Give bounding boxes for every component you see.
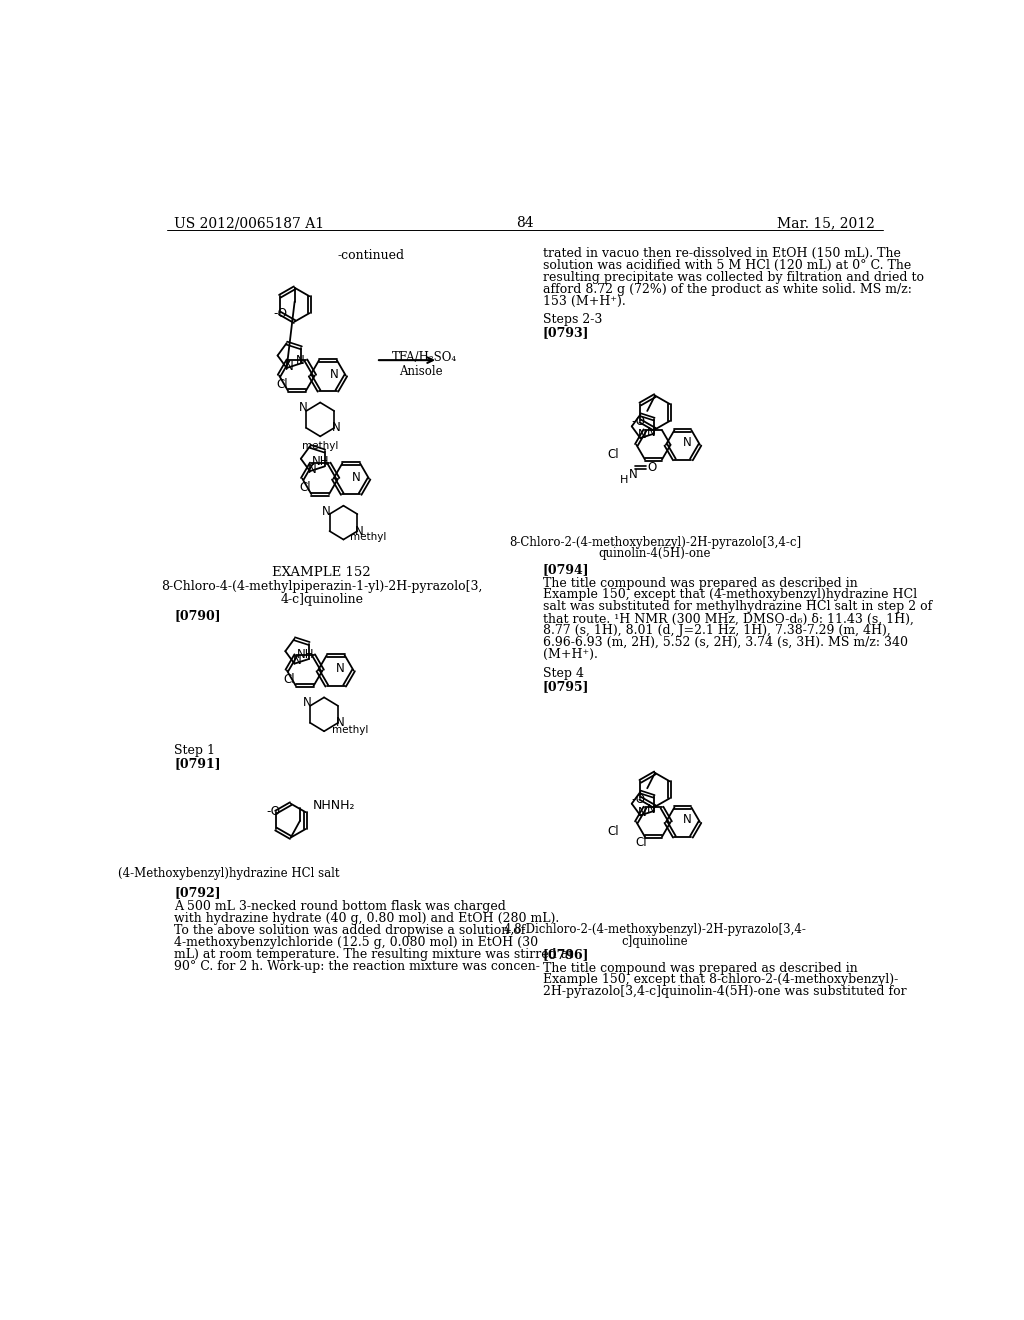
- Text: Step 4: Step 4: [543, 667, 584, 680]
- Text: methyl: methyl: [302, 441, 338, 450]
- Text: [0790]: [0790]: [174, 609, 221, 622]
- Text: N: N: [303, 696, 311, 709]
- Text: -O: -O: [631, 792, 645, 805]
- Text: [0793]: [0793]: [543, 326, 589, 339]
- Text: N: N: [332, 421, 341, 434]
- Text: US 2012/0065187 A1: US 2012/0065187 A1: [174, 216, 325, 230]
- Text: that route. ¹H NMR (300 MHz, DMSO-d₆) δ: 11.43 (s, 1H),: that route. ¹H NMR (300 MHz, DMSO-d₆) δ:…: [543, 612, 913, 626]
- Text: N: N: [351, 471, 360, 483]
- Text: [0795]: [0795]: [543, 681, 589, 693]
- Text: Cl: Cl: [607, 825, 620, 838]
- Text: trated in vacuo then re-dissolved in EtOH (150 mL). The: trated in vacuo then re-dissolved in EtO…: [543, 247, 900, 260]
- Text: (4-Methoxybenzyl)hydrazine HCl salt: (4-Methoxybenzyl)hydrazine HCl salt: [118, 867, 340, 880]
- Text: H: H: [620, 475, 628, 486]
- Text: -O: -O: [273, 308, 288, 321]
- Text: methyl: methyl: [332, 725, 369, 735]
- Text: mL) at room temperature. The resulting mixture was stirred at: mL) at room temperature. The resulting m…: [174, 948, 573, 961]
- Text: N: N: [629, 467, 638, 480]
- Text: The title compound was prepared as described in: The title compound was prepared as descr…: [543, 577, 857, 590]
- Text: [0794]: [0794]: [543, 562, 589, 576]
- Text: N: N: [355, 524, 365, 537]
- Text: 84: 84: [516, 216, 534, 230]
- Text: 8-Chloro-2-(4-methoxybenzyl)-2H-pyrazolo[3,4-c]: 8-Chloro-2-(4-methoxybenzyl)-2H-pyrazolo…: [509, 536, 801, 549]
- Text: N: N: [336, 717, 345, 730]
- Text: Mar. 15, 2012: Mar. 15, 2012: [777, 216, 876, 230]
- Text: quinolin-4(5H)-one: quinolin-4(5H)-one: [599, 548, 712, 560]
- Text: [0796]: [0796]: [543, 948, 589, 961]
- Text: Cl: Cl: [607, 447, 620, 461]
- Text: Cl: Cl: [284, 673, 295, 686]
- Text: 4-c]quinoline: 4-c]quinoline: [281, 593, 364, 606]
- Text: N: N: [647, 803, 655, 816]
- Text: c]quinoline: c]quinoline: [622, 935, 688, 948]
- Text: Example 150, except that (4-methoxybenzyl)hydrazine HCl: Example 150, except that (4-methoxybenzy…: [543, 589, 916, 602]
- Text: 90° C. for 2 h. Work-up: the reaction mixture was concen-: 90° C. for 2 h. Work-up: the reaction mi…: [174, 960, 541, 973]
- Text: methyl: methyl: [350, 532, 386, 543]
- Text: -O: -O: [266, 805, 281, 818]
- Text: afford 8.72 g (72%) of the product as white solid. MS m/z:: afford 8.72 g (72%) of the product as wh…: [543, 282, 911, 296]
- Text: NH: NH: [312, 455, 330, 469]
- Text: salt was substituted for methylhydrazine HCl salt in step 2 of: salt was substituted for methylhydrazine…: [543, 601, 932, 614]
- Text: Cl: Cl: [276, 379, 288, 391]
- Text: 8-Chloro-4-(4-methylpiperazin-1-yl)-2H-pyrazolo[3,: 8-Chloro-4-(4-methylpiperazin-1-yl)-2H-p…: [161, 581, 482, 594]
- Text: [0791]: [0791]: [174, 758, 221, 771]
- Text: Example 150, except that 8-chloro-2-(4-methoxybenzyl)-: Example 150, except that 8-chloro-2-(4-m…: [543, 973, 898, 986]
- Text: A 500 mL 3-necked round bottom flask was charged: A 500 mL 3-necked round bottom flask was…: [174, 900, 507, 913]
- Text: N: N: [683, 436, 692, 449]
- Text: solution was acidified with 5 M HCl (120 mL) at 0° C. The: solution was acidified with 5 M HCl (120…: [543, 259, 911, 272]
- Text: 2H-pyrazolo[3,4-c]quinolin-4(5H)-one was substituted for: 2H-pyrazolo[3,4-c]quinolin-4(5H)-one was…: [543, 985, 906, 998]
- Text: N: N: [296, 354, 304, 367]
- Text: NH: NH: [297, 648, 314, 661]
- Text: resulting precipitate was collected by filtration and dried to: resulting precipitate was collected by f…: [543, 271, 924, 284]
- Text: Cl: Cl: [635, 836, 647, 849]
- Text: Steps 2-3: Steps 2-3: [543, 313, 602, 326]
- Text: Step 1: Step 1: [174, 743, 215, 756]
- Text: To the above solution was added dropwise a solution of: To the above solution was added dropwise…: [174, 924, 526, 937]
- Text: O: O: [647, 461, 656, 474]
- Text: The title compound was prepared as described in: The title compound was prepared as descr…: [543, 961, 857, 974]
- Text: with hydrazine hydrate (40 g, 0.80 mol) and EtOH (280 mL).: with hydrazine hydrate (40 g, 0.80 mol) …: [174, 912, 560, 925]
- Text: (M+H⁺).: (M+H⁺).: [543, 648, 597, 661]
- Text: N: N: [647, 425, 655, 438]
- Text: N: N: [330, 367, 339, 380]
- Text: [0792]: [0792]: [174, 886, 221, 899]
- Text: N: N: [299, 401, 307, 414]
- Text: 4-methoxybenzylchloride (12.5 g, 0.080 mol) in EtOH (30: 4-methoxybenzylchloride (12.5 g, 0.080 m…: [174, 936, 539, 949]
- Text: N: N: [293, 655, 301, 667]
- Text: 8.77 (s, 1H), 8.01 (d, J=2.1 Hz, 1H), 7.38-7.29 (m, 4H),: 8.77 (s, 1H), 8.01 (d, J=2.1 Hz, 1H), 7.…: [543, 624, 891, 638]
- Text: N: N: [322, 504, 331, 517]
- Text: EXAMPLE 152: EXAMPLE 152: [272, 566, 371, 579]
- Text: Anisole: Anisole: [399, 364, 442, 378]
- Text: N: N: [683, 813, 692, 826]
- Text: N: N: [336, 663, 345, 676]
- Text: NHNH₂: NHNH₂: [312, 799, 355, 812]
- Text: 153 (M+H⁺).: 153 (M+H⁺).: [543, 294, 626, 308]
- Text: TFA/H₂SO₄: TFA/H₂SO₄: [391, 351, 457, 364]
- Text: 6.96-6.93 (m, 2H), 5.52 (s, 2H), 3.74 (s, 3H). MS m/z: 340: 6.96-6.93 (m, 2H), 5.52 (s, 2H), 3.74 (s…: [543, 636, 907, 649]
- Text: N: N: [308, 463, 316, 477]
- Text: N: N: [285, 360, 294, 374]
- Text: Cl: Cl: [299, 482, 311, 495]
- Text: -continued: -continued: [337, 249, 404, 263]
- Text: 4,8-Dichloro-2-(4-methoxybenzyl)-2H-pyrazolo[3,4-: 4,8-Dichloro-2-(4-methoxybenzyl)-2H-pyra…: [504, 923, 807, 936]
- Text: N: N: [638, 429, 647, 441]
- Text: N: N: [638, 805, 647, 818]
- Text: -O: -O: [631, 416, 645, 428]
